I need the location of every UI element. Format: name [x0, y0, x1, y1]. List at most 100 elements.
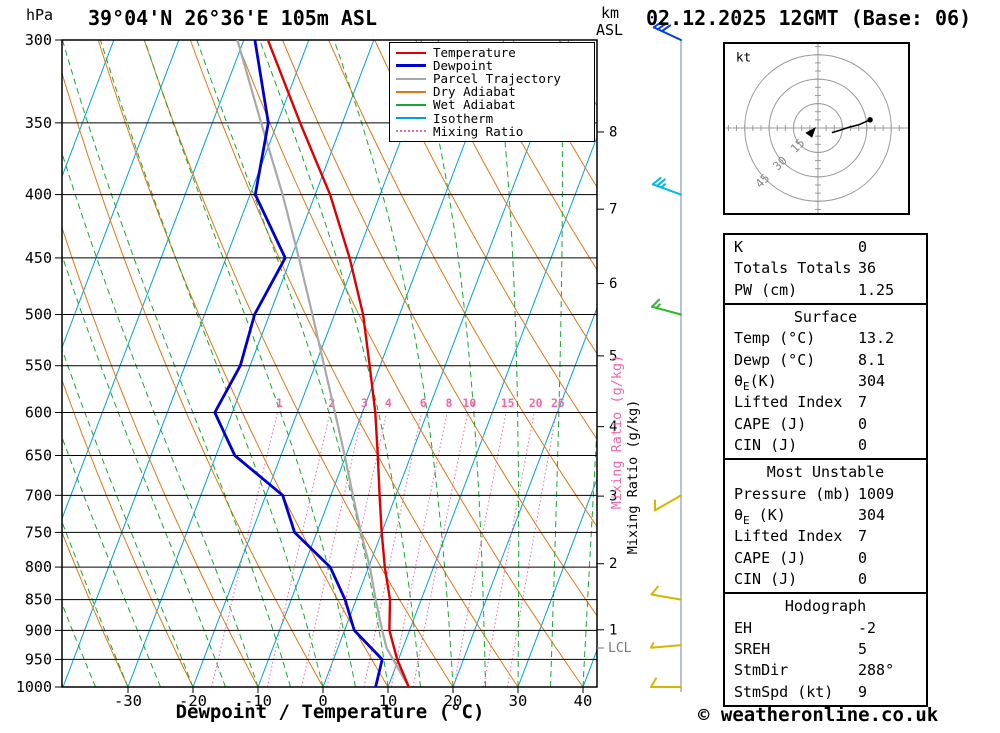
table-row-label: K [734, 238, 744, 256]
table-row: θE(K) 304 [725, 371, 926, 393]
hodograph-trace [831, 119, 871, 134]
svg-text:-30: -30 [114, 692, 142, 710]
svg-text:7: 7 [609, 202, 617, 218]
table-section-header: Most Unstable [766, 463, 885, 482]
copyright: © weatheronline.co.uk [698, 704, 939, 726]
altitude-axis-unit-asl: ASL [596, 21, 624, 39]
legend-item-isotherm: Isotherm [396, 110, 594, 126]
svg-text:8: 8 [445, 396, 452, 410]
svg-text:40: 40 [574, 692, 593, 710]
lcl-label: LCL [608, 641, 632, 656]
table-row-value: 0 [858, 414, 868, 433]
table-row-label: StmSpd (kt) [734, 682, 834, 701]
svg-text:800: 800 [25, 558, 52, 576]
wind-barb-1000 [650, 677, 682, 688]
datetime-label: 02.12.2025 12GMT (Base: 06) [646, 6, 972, 30]
hodograph-ring-label: 30 [770, 153, 790, 173]
legend-item-label: Isotherm [433, 110, 494, 126]
table-row: SREH 5 [725, 639, 926, 660]
table-row: CAPE (J) 0 [725, 414, 926, 435]
table-row-value: 288° [858, 661, 895, 680]
svg-text:1000: 1000 [16, 678, 52, 696]
table-row-label: θE(K) [734, 371, 777, 393]
km-tick-labels: 1 2 3 4 5 6 7 8 [597, 124, 617, 638]
svg-text:850: 850 [25, 591, 52, 609]
svg-text:3: 3 [361, 396, 368, 410]
table-row-label: CAPE (J) [734, 548, 807, 567]
svg-text:4: 4 [609, 419, 617, 435]
svg-text:10: 10 [379, 692, 398, 710]
table-row-value: 7 [858, 393, 868, 412]
svg-text:500: 500 [25, 306, 52, 324]
table-row-label: Dewp (°C) [734, 350, 816, 369]
legend-item-label: Dewpoint [433, 58, 494, 74]
legend-item-dewpoint: Dewpoint [396, 59, 594, 72]
svg-text:3: 3 [609, 489, 617, 505]
svg-text:6: 6 [420, 396, 427, 410]
svg-text:600: 600 [25, 403, 52, 421]
svg-text:20: 20 [444, 692, 463, 710]
legend-item-label: Mixing Ratio [433, 123, 524, 139]
svg-text:450: 450 [25, 249, 52, 267]
wind-barb-500 [651, 298, 682, 316]
table-row: Temp (°C) 13.2 [725, 328, 926, 349]
svg-text:1: 1 [609, 622, 617, 638]
svg-text:20: 20 [529, 396, 543, 410]
table-row-label: SREH [734, 639, 771, 658]
table-row-label: Lifted Index [734, 393, 843, 412]
pressure-axis-unit: hPa [26, 6, 54, 24]
page-title: 39°04'N 26°36'E 105m ASL [88, 6, 377, 30]
svg-text:-10: -10 [244, 692, 272, 710]
sounding-profiles [213, 40, 410, 687]
table-row-value: 0 [858, 548, 868, 567]
table-row: Lifted Index 7 [725, 526, 926, 547]
table-row-value: 13.2 [858, 329, 895, 348]
table-row-value: 1009 [858, 484, 895, 503]
table-row: Totals Totals 36 [725, 258, 926, 279]
table-section-most-unstable: Most Unstable Pressure (mb) 1009 θE (K) 304 L… [725, 458, 926, 592]
series-temperature [266, 40, 410, 687]
table-row: EH -2 [725, 618, 926, 639]
hodograph-trace-end-dot [867, 117, 873, 123]
table-row-value: -2 [858, 618, 877, 637]
table-row-label: CIN (J) [734, 435, 798, 454]
table-row: Pressure (mb) 1009 [725, 484, 926, 505]
svg-text:550: 550 [25, 357, 52, 375]
table-row: θE (K) 304 [725, 505, 926, 527]
svg-text:700: 700 [25, 486, 52, 504]
svg-text:2: 2 [609, 556, 617, 572]
table-row: StmDir 288° [725, 660, 926, 681]
series-parcel-trajectory [236, 40, 410, 687]
table-row-value: 7 [858, 527, 868, 546]
table-row-value: 8.1 [858, 350, 886, 369]
legend-item-label: Parcel Trajectory [433, 71, 561, 87]
svg-text:-20: -20 [179, 692, 207, 710]
table-row-label: Temp (°C) [734, 329, 816, 348]
wind-barb-300 [652, 20, 682, 41]
svg-text:4: 4 [385, 396, 392, 410]
plot-border [61, 39, 598, 688]
mixing-ratio-lines [211, 412, 557, 687]
legend-item-parcel-trajectory: Parcel Trajectory [396, 72, 594, 85]
svg-text:0: 0 [318, 692, 327, 710]
svg-text:1: 1 [276, 396, 283, 410]
svg-text:300: 300 [25, 31, 52, 49]
temperature-tick-labels: -30 -20 -10 0 10 20 30 40 [114, 692, 592, 710]
table-row: StmSpd (kt) 9 [725, 682, 926, 703]
table-row-value: 1.25 [858, 280, 895, 299]
table-section-header: Surface [793, 307, 858, 326]
table-row-value: 9 [858, 682, 868, 701]
table-row-value: 304 [858, 505, 886, 524]
hodograph-grid [725, 44, 908, 213]
mixing-ratio-axis-label-pink: Mixing Ratio (g/kg) [609, 354, 625, 510]
table-row-value: 0 [858, 569, 868, 588]
table-row-label: θE (K) [734, 505, 786, 527]
table-row-value: 5 [858, 639, 868, 658]
indices-table: K 0 Totals Totals 36 PW (cm) 1.25 Surface Temp … [723, 233, 928, 707]
legend-item-label: Dry Adiabat [433, 84, 516, 100]
wind-barb-700 [654, 494, 682, 512]
table-row-label: StmDir [734, 661, 789, 680]
